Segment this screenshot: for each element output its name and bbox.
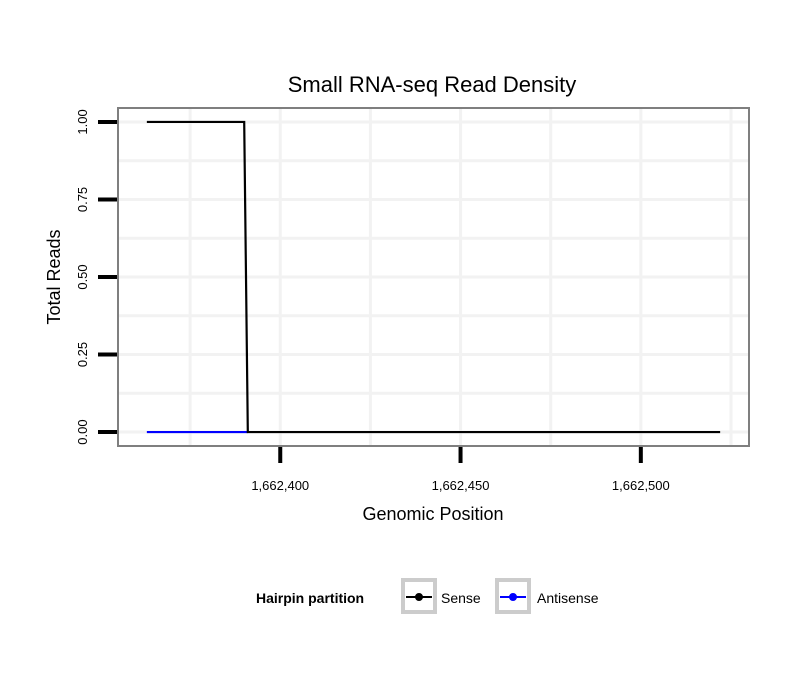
x-axis: 1,662,400 1,662,450 1,662,500 xyxy=(251,447,670,493)
y-tick-label: 0.00 xyxy=(75,419,90,444)
y-tick-label: 1.00 xyxy=(75,109,90,134)
plot-panel xyxy=(117,107,750,447)
x-tick-label: 1,662,500 xyxy=(612,478,670,493)
legend-item-antisense: Antisense xyxy=(495,578,599,614)
x-tick-label: 1,662,400 xyxy=(251,478,309,493)
series-layer xyxy=(146,120,721,434)
y-tick-label: 0.75 xyxy=(75,187,90,212)
legend-label-sense: Sense xyxy=(441,590,481,606)
legend: Hairpin partition Sense Antisense xyxy=(256,578,599,614)
legend-marker-antisense xyxy=(509,593,517,601)
grid-layer xyxy=(118,108,749,446)
series-line-sense xyxy=(146,120,721,434)
legend-label-antisense: Antisense xyxy=(537,590,599,606)
chart-title: Small RNA-seq Read Density xyxy=(288,72,577,97)
y-tick-label: 0.25 xyxy=(75,342,90,367)
y-axis-title: Total Reads xyxy=(44,229,64,324)
legend-item-sense: Sense xyxy=(401,578,481,614)
legend-marker-sense xyxy=(415,593,423,601)
y-axis: 0.00 0.25 0.50 0.75 1.00 xyxy=(75,109,117,445)
x-axis-title: Genomic Position xyxy=(362,504,503,524)
x-tick-label: 1,662,450 xyxy=(432,478,490,493)
legend-title: Hairpin partition xyxy=(256,590,364,606)
y-tick-label: 0.50 xyxy=(75,264,90,289)
